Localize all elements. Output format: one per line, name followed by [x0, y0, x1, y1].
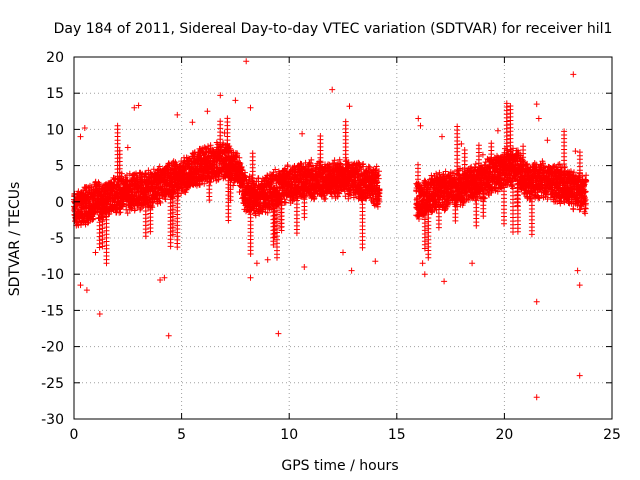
data-point [317, 133, 324, 139]
data-point [475, 142, 482, 149]
data-point [84, 220, 91, 227]
data-point [124, 210, 131, 217]
data-point [435, 224, 442, 231]
data-points [71, 58, 590, 401]
data-point [274, 254, 280, 261]
data-point [116, 147, 123, 154]
data-point [473, 222, 480, 229]
data-point [118, 170, 125, 177]
data-point [147, 228, 154, 235]
data-point [247, 251, 254, 257]
data-point [174, 244, 181, 251]
data-point [157, 199, 164, 206]
data-point [89, 216, 96, 223]
data-point [415, 161, 421, 168]
data-point [501, 220, 507, 227]
data-point [169, 231, 176, 238]
data-point [149, 204, 156, 211]
data-point [472, 161, 479, 167]
data-point [249, 150, 256, 157]
data-point [114, 122, 121, 129]
data-point [425, 254, 432, 261]
data-point [359, 244, 366, 251]
data-point [169, 194, 176, 201]
data-point [217, 118, 224, 125]
data-point [461, 147, 468, 153]
data-point [75, 188, 82, 195]
grid-lines [74, 57, 612, 419]
data-point [175, 192, 182, 199]
data-point [99, 243, 106, 250]
data-point [293, 230, 300, 237]
data-point [454, 123, 461, 130]
chart-title: Day 184 of 2011, Sidereal Day-to-day VTE… [54, 21, 613, 37]
data-point [224, 115, 231, 122]
data-point [480, 213, 487, 220]
data-point [206, 197, 213, 204]
data-point [142, 233, 149, 240]
data-point [103, 260, 110, 267]
data-point [452, 217, 459, 224]
data-point [488, 140, 495, 147]
data-point [123, 172, 130, 179]
data-point [301, 214, 308, 221]
data-point [342, 118, 349, 125]
data-point [225, 217, 232, 224]
data-point [131, 206, 138, 212]
data-point [96, 244, 103, 251]
data-point [167, 243, 174, 250]
